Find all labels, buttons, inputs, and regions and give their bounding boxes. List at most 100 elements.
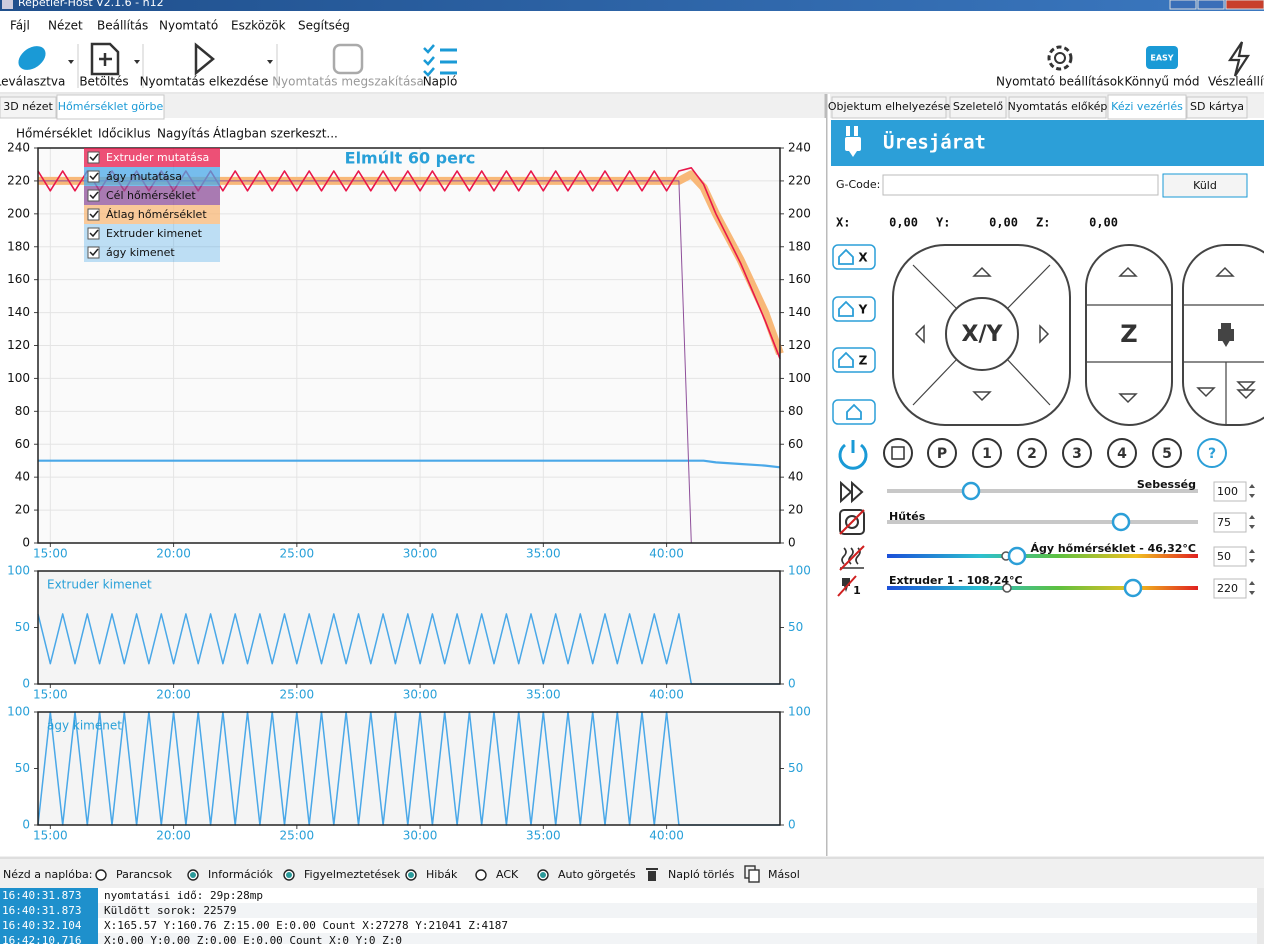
home-button[interactable] <box>832 399 876 425</box>
tab-label[interactable]: Szeletelő <box>953 100 1003 113</box>
home-axis-label[interactable]: Y <box>858 303 868 317</box>
xy-jog-label[interactable]: X/Y <box>962 322 1004 347</box>
legend-checkbox[interactable] <box>87 189 100 202</box>
tab-label[interactable]: Objektum elhelyezése <box>828 100 951 113</box>
round-button[interactable] <box>1197 438 1227 468</box>
toolbar-button-label[interactable]: Leválasztva <box>0 75 65 89</box>
log-scrollbar[interactable] <box>1257 888 1264 944</box>
power-button[interactable] <box>838 440 868 470</box>
tab-label[interactable]: SD kártya <box>1190 100 1244 113</box>
radio-label[interactable]: Parancsok <box>116 868 173 881</box>
menu-item[interactable]: Fájl <box>10 19 30 33</box>
graph-menu-item[interactable]: Hőmérséklet <box>16 127 93 141</box>
z-jog-pad[interactable] <box>1085 244 1173 426</box>
toolbar-button-label[interactable]: Nyomtató beállítások <box>996 75 1124 89</box>
send-button[interactable] <box>1162 173 1248 198</box>
legend-checkbox[interactable] <box>87 246 100 259</box>
toolbar-button-label[interactable]: Vészleállítás <box>1208 75 1264 89</box>
legend-item-bg[interactable] <box>84 186 220 205</box>
home-button[interactable] <box>832 244 876 270</box>
minimize-button[interactable] <box>1169 0 1197 10</box>
legend-label[interactable]: Átlag hőmérséklet <box>106 208 207 221</box>
menu-item[interactable]: Segítség <box>298 19 350 33</box>
legend-item-bg[interactable] <box>84 243 220 262</box>
radio-label[interactable]: Figyelmeztetések <box>304 868 401 881</box>
radio-label[interactable]: ACK <box>496 868 519 881</box>
tab[interactable] <box>1186 96 1248 119</box>
tab-label[interactable]: Nyomtatás előkép <box>1008 100 1108 113</box>
tab[interactable] <box>831 96 947 119</box>
radio[interactable] <box>475 869 487 881</box>
round-button[interactable] <box>972 438 1002 468</box>
home-axis-label[interactable]: X <box>858 251 868 265</box>
slider-value[interactable]: 75 <box>1217 516 1231 529</box>
tab[interactable] <box>56 94 165 120</box>
slider-knob[interactable] <box>1123 578 1143 598</box>
round-button[interactable] <box>927 438 957 468</box>
send-button-label[interactable]: Küld <box>1193 179 1217 192</box>
toolbar-button-label[interactable]: Nyomtatás elkezdése <box>140 75 269 89</box>
slider-knob[interactable] <box>961 481 981 501</box>
slider-knob[interactable] <box>1111 512 1131 532</box>
toolbar-button-label[interactable]: Nyomtatás megszakítása <box>272 75 424 89</box>
radio-label[interactable]: Auto görgetés <box>558 868 636 881</box>
slider-value[interactable]: 220 <box>1217 582 1238 595</box>
round-button-label[interactable]: ? <box>1208 446 1216 462</box>
z-jog-label[interactable]: Z <box>1120 320 1137 348</box>
home-button[interactable] <box>832 347 876 373</box>
legend-label[interactable]: Extruder mutatása <box>106 151 209 164</box>
home-button[interactable] <box>832 296 876 322</box>
legend-checkbox[interactable] <box>87 227 100 240</box>
log-action[interactable]: Másol <box>768 868 800 881</box>
menu-item[interactable]: Nézet <box>48 19 83 33</box>
slider-track[interactable] <box>887 586 1198 590</box>
round-button[interactable] <box>1152 438 1182 468</box>
legend-item-bg[interactable] <box>84 148 220 167</box>
round-button[interactable] <box>883 438 913 468</box>
value-box[interactable] <box>1213 512 1247 533</box>
slider-value[interactable]: 50 <box>1217 550 1231 563</box>
legend-label[interactable]: ágy mutatása <box>106 170 182 183</box>
radio[interactable] <box>95 869 107 881</box>
tab-label[interactable]: Kézi vezérlés <box>1111 100 1183 113</box>
radio-label[interactable]: Információk <box>208 868 273 881</box>
round-button-label[interactable]: 3 <box>1072 446 1082 462</box>
slider-knob[interactable] <box>1007 546 1027 566</box>
slider-track[interactable] <box>887 520 1198 524</box>
round-button-label[interactable]: 4 <box>1117 446 1127 462</box>
home-axis-label[interactable]: Z <box>859 354 868 368</box>
legend-label[interactable]: ágy kimenet <box>106 246 175 259</box>
menu-item[interactable]: Eszközök <box>231 19 286 33</box>
menu-item[interactable]: Beállítás <box>97 19 148 33</box>
close-button[interactable] <box>1225 0 1264 10</box>
spin-arrows[interactable] <box>1249 581 1255 595</box>
legend-item-bg[interactable] <box>84 167 220 186</box>
round-button[interactable] <box>1017 438 1047 468</box>
legend-item-bg[interactable] <box>84 224 220 243</box>
graph-menu-item[interactable]: Időciklus <box>98 127 151 141</box>
value-box[interactable] <box>1213 481 1247 502</box>
value-box[interactable] <box>1213 546 1247 567</box>
toolbar-button-label[interactable]: Betöltés <box>79 75 128 89</box>
legend-item-bg[interactable] <box>84 205 220 224</box>
tab-label[interactable]: Hőmérséklet görbe <box>58 100 164 113</box>
slider-track[interactable] <box>887 554 1198 558</box>
legend-label[interactable]: Cél hőmérséklet <box>106 189 196 202</box>
round-button-label[interactable]: P <box>937 446 947 462</box>
slider-track[interactable] <box>887 489 1198 493</box>
toolbar-button-label[interactable]: Könnyű mód <box>1125 75 1200 89</box>
tab-label[interactable]: 3D nézet <box>3 100 53 113</box>
slider-value[interactable]: 100 <box>1217 485 1238 498</box>
radio-label[interactable]: Hibák <box>426 868 458 881</box>
tab[interactable] <box>1008 96 1107 119</box>
round-button-label[interactable]: 1 <box>982 446 992 462</box>
legend-label[interactable]: Extruder kimenet <box>106 227 203 240</box>
xy-jog-pad[interactable] <box>892 244 1071 426</box>
log-action[interactable]: Napló törlés <box>668 868 735 881</box>
menu-item[interactable]: Nyomtató <box>159 19 218 33</box>
legend-checkbox[interactable] <box>87 170 100 183</box>
value-box[interactable] <box>1213 578 1247 599</box>
legend-checkbox[interactable] <box>87 151 100 164</box>
graph-menu-item[interactable]: Átlagban szerkeszt... <box>213 126 338 141</box>
round-button[interactable] <box>1062 438 1092 468</box>
